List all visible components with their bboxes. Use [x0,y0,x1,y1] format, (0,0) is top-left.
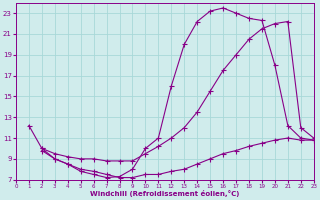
X-axis label: Windchill (Refroidissement éolien,°C): Windchill (Refroidissement éolien,°C) [90,190,240,197]
